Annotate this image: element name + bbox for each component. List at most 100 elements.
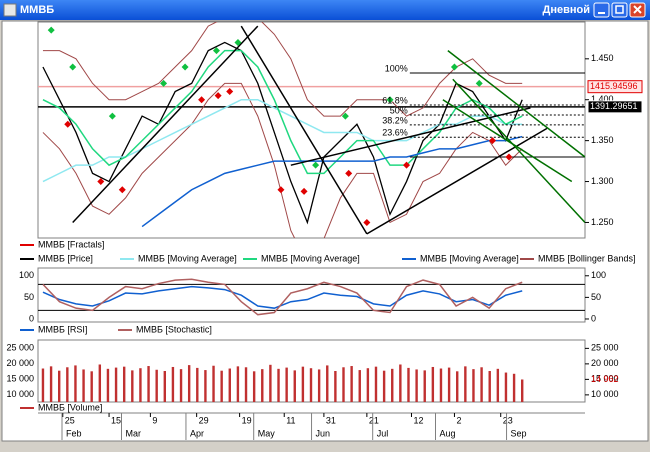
volume-bar xyxy=(366,368,370,402)
volume-bar xyxy=(447,367,451,402)
volume-bar xyxy=(293,370,296,402)
y-tick-label: 1.450 xyxy=(591,53,614,63)
price-tag-label: 1415.94596 xyxy=(590,81,638,91)
volume-bar xyxy=(122,366,126,402)
fractal xyxy=(450,63,458,71)
fractal xyxy=(226,88,234,96)
panel-plot xyxy=(38,278,585,316)
volume-bar xyxy=(236,366,240,402)
fractal xyxy=(160,79,168,87)
panel-plot xyxy=(38,22,585,238)
fib-label: 38.2% xyxy=(382,115,408,125)
y-tick-label: 0 xyxy=(29,313,34,323)
title-bar xyxy=(0,0,650,20)
fib-label: 23.6% xyxy=(382,128,408,138)
fib-label: 100% xyxy=(385,63,408,73)
y-tick-label: 10 000 xyxy=(591,389,619,399)
volume-bar xyxy=(358,370,361,402)
volume-bar xyxy=(212,365,215,402)
x-tick-label: 2 xyxy=(456,415,461,425)
window-icon xyxy=(3,3,17,17)
fractal xyxy=(108,112,116,120)
legend-label: ММВБ [RSI] xyxy=(38,324,87,334)
legend-label: ММВБ [Price] xyxy=(38,253,93,263)
month-label: Jul xyxy=(377,428,389,438)
fractal xyxy=(386,96,394,104)
legend-label: ММВБ [Stochastic] xyxy=(136,324,212,334)
volume-bar xyxy=(106,368,110,402)
volume-bar xyxy=(269,364,272,402)
fractal xyxy=(97,178,105,186)
volume-bar xyxy=(187,365,191,402)
volume-bar xyxy=(480,367,483,402)
price-tag xyxy=(587,100,643,114)
maximize-button[interactable] xyxy=(611,2,628,18)
fractal xyxy=(363,218,371,226)
y-tick-label: 1.350 xyxy=(591,135,614,145)
trend-line xyxy=(290,107,531,166)
bollinger-lower xyxy=(42,82,523,238)
volume-bar xyxy=(131,370,134,402)
volume-bar xyxy=(261,369,264,402)
y-tick-label: 50 xyxy=(24,292,34,302)
volume-bar xyxy=(317,369,321,402)
volume-bar xyxy=(415,369,418,402)
y-tick-label: 0 xyxy=(591,313,596,323)
price-tag-label: 1391.29651 xyxy=(590,101,638,111)
trend-line xyxy=(72,25,259,223)
x-tick-label: 19 xyxy=(242,415,252,425)
legend-label: ММВБ [Moving Average] xyxy=(420,253,519,263)
x-tick-label: 9 xyxy=(152,415,157,425)
oscillator-panel xyxy=(37,267,586,323)
legend-label: ММВБ [Bollinger Bands] xyxy=(538,253,635,263)
volume-bar xyxy=(155,369,158,402)
fractal xyxy=(488,137,496,145)
volume-bar xyxy=(171,366,175,402)
panel-plot xyxy=(41,364,524,402)
volume-bar xyxy=(41,368,45,402)
series-line xyxy=(42,41,523,225)
fractal xyxy=(69,63,77,71)
volume-bar xyxy=(309,368,313,402)
volume-bar xyxy=(196,367,199,402)
volume-bar xyxy=(147,366,150,402)
x-tick-label: 29 xyxy=(199,415,209,425)
y-tick-label: 50 xyxy=(591,292,601,302)
volume-bar xyxy=(439,368,443,402)
volume-bar xyxy=(228,368,231,402)
y-tick-label: 20 000 xyxy=(591,358,619,368)
volume-bar xyxy=(285,367,288,402)
volume-bar xyxy=(301,366,305,402)
volume-bar xyxy=(326,365,329,402)
month-label: Feb xyxy=(66,428,82,438)
series-line xyxy=(141,135,523,228)
volume-bar xyxy=(496,368,500,402)
window-buttons xyxy=(593,2,646,18)
minimize-button[interactable] xyxy=(593,2,610,18)
legend-label: ММВБ [Moving Average] xyxy=(138,253,237,263)
x-tick-label: 12 xyxy=(413,415,423,425)
volume-bar xyxy=(431,366,435,402)
fib-label: 50% xyxy=(390,105,408,115)
fractal xyxy=(403,161,411,169)
x-tick-label: 21 xyxy=(369,415,379,425)
volume-bar xyxy=(139,368,142,402)
volume-bar xyxy=(342,367,345,402)
volume-bar xyxy=(382,370,386,402)
price-tag xyxy=(587,80,643,94)
y-tick-label: 10 000 xyxy=(6,389,34,399)
volume-bar xyxy=(204,370,207,402)
y-tick-label: 1.250 xyxy=(591,217,614,227)
volume-bar xyxy=(423,370,426,402)
fractal xyxy=(234,38,242,46)
volume-bar xyxy=(244,367,248,402)
fractal xyxy=(277,186,285,194)
y-tick-label: 25 000 xyxy=(591,343,619,353)
legend-label: ММВБ [Fractals] xyxy=(38,239,104,249)
fractal xyxy=(341,112,349,120)
month-label: Aug xyxy=(439,428,455,438)
series-line xyxy=(42,98,523,183)
timeframe[interactable]: Дневной xyxy=(543,4,591,16)
volume-bar xyxy=(58,370,61,402)
volume-bar xyxy=(391,368,394,402)
